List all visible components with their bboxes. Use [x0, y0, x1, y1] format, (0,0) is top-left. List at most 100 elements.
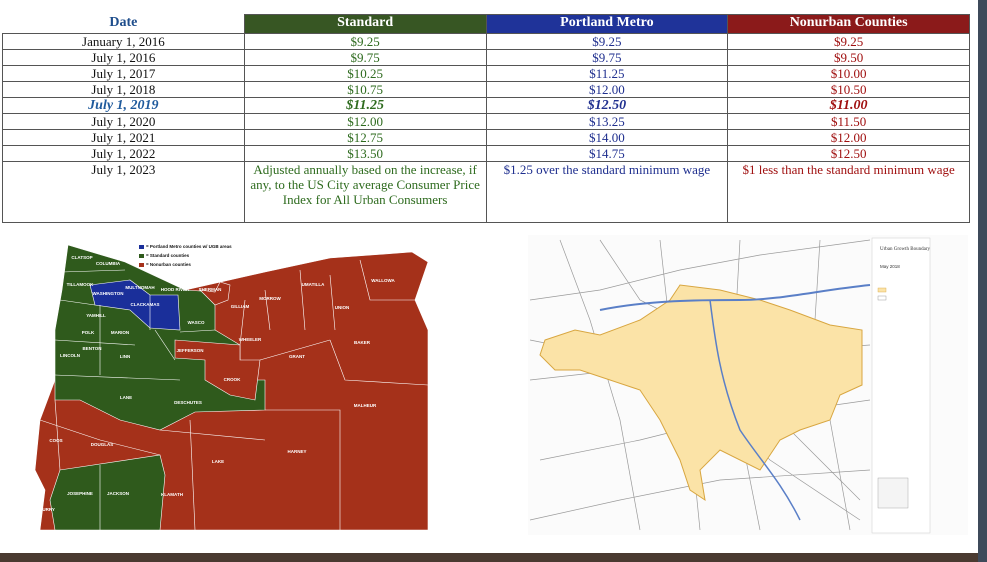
legend-label: = Nonurban counties: [146, 262, 191, 267]
county-label: TILLAMOOK: [67, 282, 94, 287]
table-cell: $10.75: [243, 81, 487, 98]
county-label: LANE: [120, 395, 132, 400]
standard-region: [49, 454, 166, 531]
table-cell: $1.25 over the standard minimum wage: [485, 161, 729, 223]
table-body: January 1, 2016 $9.25 $9.25 $9.25 July 1, 20…: [2, 33, 970, 223]
county-label: CLACKAMAS: [131, 302, 160, 307]
urban-growth-boundary: [539, 284, 863, 502]
table-cell: $13.25: [485, 113, 729, 130]
county-map: = Portland Metro counties w/ UGB areas =…: [34, 244, 429, 531]
county-label: GILLIAM: [231, 304, 250, 309]
county-label: CURRY: [39, 507, 55, 512]
ugb-date: May 2018: [880, 264, 900, 269]
legend-label: = Portland Metro counties w/ UGB areas: [146, 244, 232, 249]
table-cell: $1 less than the standard minimum wage: [727, 161, 970, 223]
table-cell: $12.50: [727, 145, 970, 162]
county-label: JACKSON: [107, 491, 129, 496]
table-row: July 1, 2018 $10.75 $12.00 $10.50: [2, 81, 970, 98]
legend-swatch: [877, 287, 887, 293]
ugb-map: Urban Growth Boundary May 2018: [528, 235, 968, 535]
table-cell: Adjusted annually based on the increase,…: [243, 161, 487, 223]
county-label: KLAMATH: [161, 492, 183, 497]
legend-swatch: [139, 263, 144, 267]
county-label: UNION: [335, 305, 350, 310]
table-row: July 1, 2020 $12.00 $13.25 $11.50: [2, 113, 970, 130]
county-label: UMATILLA: [302, 282, 325, 287]
county-label: HARNEY: [287, 449, 306, 454]
table-cell: July 1, 2020: [2, 113, 245, 130]
table-cell: July 1, 2018: [2, 81, 245, 98]
table-row: January 1, 2016 $9.25 $9.25 $9.25: [2, 33, 970, 50]
county-label: COOS: [49, 438, 62, 443]
county-label: JEFFERSON: [176, 348, 203, 353]
county-label: BENTON: [83, 346, 102, 351]
county-labels: CLATSOP COLUMBIA TILLAMOOK WASHINGTONMULTNO…: [39, 255, 395, 512]
county-label: CLATSOP: [71, 255, 92, 260]
table-row: July 1, 2017 $10.25 $11.25 $10.00: [2, 65, 970, 82]
map-background: [528, 235, 968, 535]
river: [599, 284, 871, 311]
county-label: LAKE: [212, 459, 224, 464]
column-header: Nonurban Counties: [727, 14, 970, 34]
county-label: MALHEUR: [354, 403, 377, 408]
county-label: MULTNOMAH: [125, 285, 154, 290]
legend-label: = Standard counties: [146, 253, 190, 258]
header-row: Date Standard Portland Metro Nonurban Count…: [2, 14, 970, 34]
county-label: DOUGLAS: [91, 442, 114, 447]
nonurban-region: [174, 339, 261, 401]
table-cell: $12.00: [243, 113, 487, 130]
legend-panel: [871, 237, 931, 534]
table-cell: $9.75: [485, 49, 729, 66]
table-row: July 1, 2019 $11.25 $12.50 $11.00: [2, 97, 970, 114]
column-header: Standard: [243, 14, 487, 34]
river: [709, 299, 801, 521]
table-cell: $9.50: [727, 49, 970, 66]
table-cell: January 1, 2016: [2, 33, 245, 50]
road-network: [529, 239, 871, 531]
table-cell: $10.00: [727, 65, 970, 82]
table-cell: $12.75: [243, 129, 487, 146]
table-cell: $12.00: [485, 81, 729, 98]
county-label: SHERMAN: [199, 287, 222, 292]
table-cell: $11.00: [727, 97, 970, 114]
table-row: July 1, 2023 Adjusted annually based on t…: [2, 161, 970, 223]
table-cell: July 1, 2016: [2, 49, 245, 66]
standard-region: [54, 244, 266, 431]
county-borders: [39, 259, 429, 531]
table-cell: $12.50: [485, 97, 729, 114]
ugb-title: Urban Growth Boundary: [880, 247, 930, 252]
county-label: BAKER: [354, 340, 371, 345]
legend-swatch: [139, 245, 144, 249]
county-label: COLUMBIA: [96, 261, 121, 266]
county-label: WHEELER: [239, 337, 262, 342]
county-label: POLK: [82, 330, 95, 335]
table-cell: July 1, 2022: [2, 145, 245, 162]
table-cell: $14.75: [485, 145, 729, 162]
county-label: GRANT: [289, 354, 305, 359]
wage-table: Date Standard Portland Metro Nonurban Count…: [2, 14, 970, 223]
county-label: DESCHUTES: [174, 400, 202, 405]
county-label: WALLOWA: [371, 278, 395, 283]
table-cell: July 1, 2017: [2, 65, 245, 82]
table-cell: $11.25: [485, 65, 729, 82]
legend-swatch: [877, 295, 887, 301]
table-cell: $10.25: [243, 65, 487, 82]
table-cell: July 1, 2021: [2, 129, 245, 146]
nonurban-region: [34, 244, 429, 531]
bottom-bar: [0, 553, 987, 562]
legend-swatch: [139, 254, 144, 258]
county-label: YAMHILL: [86, 313, 106, 318]
table-cell: $11.50: [727, 113, 970, 130]
table-cell: July 1, 2019: [2, 97, 245, 114]
county-label: HOOD RIVER: [161, 287, 190, 292]
county-label: MARION: [111, 330, 129, 335]
metro-region: [89, 279, 181, 331]
side-bar: [978, 0, 987, 562]
table-cell: $14.00: [485, 129, 729, 146]
table-cell: $9.25: [485, 33, 729, 50]
table-cell: $12.00: [727, 129, 970, 146]
table-cell: July 1, 2023: [2, 161, 245, 223]
county-label: MORROW: [259, 296, 281, 301]
county-label: LINN: [120, 354, 131, 359]
